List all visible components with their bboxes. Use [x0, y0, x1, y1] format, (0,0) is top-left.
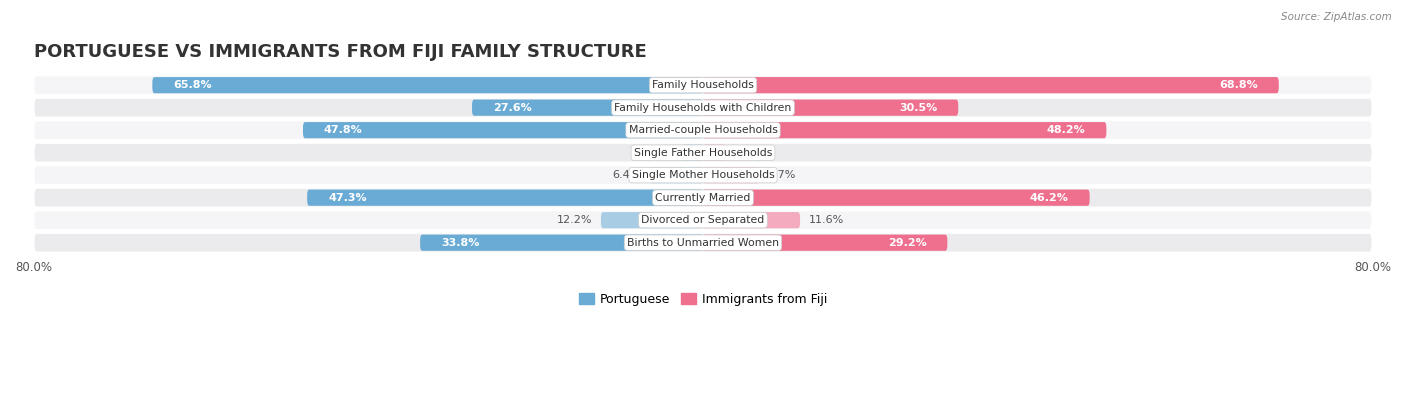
Text: Married-couple Households: Married-couple Households [628, 125, 778, 135]
Text: 12.2%: 12.2% [557, 215, 592, 225]
Text: 6.7%: 6.7% [768, 170, 796, 180]
Text: 11.6%: 11.6% [808, 215, 844, 225]
FancyBboxPatch shape [703, 122, 1107, 138]
FancyBboxPatch shape [600, 212, 703, 228]
Text: Family Households: Family Households [652, 80, 754, 90]
FancyBboxPatch shape [34, 120, 1372, 140]
Text: Single Mother Households: Single Mother Households [631, 170, 775, 180]
FancyBboxPatch shape [34, 233, 1372, 252]
Text: 27.6%: 27.6% [494, 103, 531, 113]
Text: 65.8%: 65.8% [173, 80, 212, 90]
FancyBboxPatch shape [307, 190, 703, 206]
Text: Divorced or Separated: Divorced or Separated [641, 215, 765, 225]
Text: 48.2%: 48.2% [1046, 125, 1085, 135]
Text: Source: ZipAtlas.com: Source: ZipAtlas.com [1281, 12, 1392, 22]
FancyBboxPatch shape [703, 190, 1090, 206]
Text: 2.5%: 2.5% [645, 148, 673, 158]
FancyBboxPatch shape [472, 100, 703, 116]
FancyBboxPatch shape [703, 100, 959, 116]
Text: 68.8%: 68.8% [1219, 80, 1258, 90]
Legend: Portuguese, Immigrants from Fiji: Portuguese, Immigrants from Fiji [574, 288, 832, 311]
Text: 2.7%: 2.7% [734, 148, 762, 158]
FancyBboxPatch shape [34, 165, 1372, 185]
Text: PORTUGUESE VS IMMIGRANTS FROM FIJI FAMILY STRUCTURE: PORTUGUESE VS IMMIGRANTS FROM FIJI FAMIL… [34, 43, 647, 61]
Text: Births to Unmarried Women: Births to Unmarried Women [627, 238, 779, 248]
FancyBboxPatch shape [152, 77, 703, 93]
FancyBboxPatch shape [34, 98, 1372, 118]
Text: 46.2%: 46.2% [1029, 193, 1069, 203]
FancyBboxPatch shape [34, 188, 1372, 208]
FancyBboxPatch shape [682, 145, 703, 161]
FancyBboxPatch shape [703, 212, 800, 228]
FancyBboxPatch shape [34, 75, 1372, 95]
Text: 33.8%: 33.8% [441, 238, 479, 248]
FancyBboxPatch shape [302, 122, 703, 138]
Text: 30.5%: 30.5% [898, 103, 938, 113]
FancyBboxPatch shape [34, 210, 1372, 230]
FancyBboxPatch shape [650, 167, 703, 183]
Text: Currently Married: Currently Married [655, 193, 751, 203]
FancyBboxPatch shape [703, 235, 948, 251]
Text: 47.3%: 47.3% [328, 193, 367, 203]
FancyBboxPatch shape [703, 77, 1279, 93]
Text: Family Households with Children: Family Households with Children [614, 103, 792, 113]
FancyBboxPatch shape [420, 235, 703, 251]
Text: 47.8%: 47.8% [323, 125, 363, 135]
FancyBboxPatch shape [703, 145, 725, 161]
Text: 6.4%: 6.4% [613, 170, 641, 180]
FancyBboxPatch shape [703, 167, 759, 183]
Text: 29.2%: 29.2% [887, 238, 927, 248]
FancyBboxPatch shape [34, 143, 1372, 163]
Text: Single Father Households: Single Father Households [634, 148, 772, 158]
